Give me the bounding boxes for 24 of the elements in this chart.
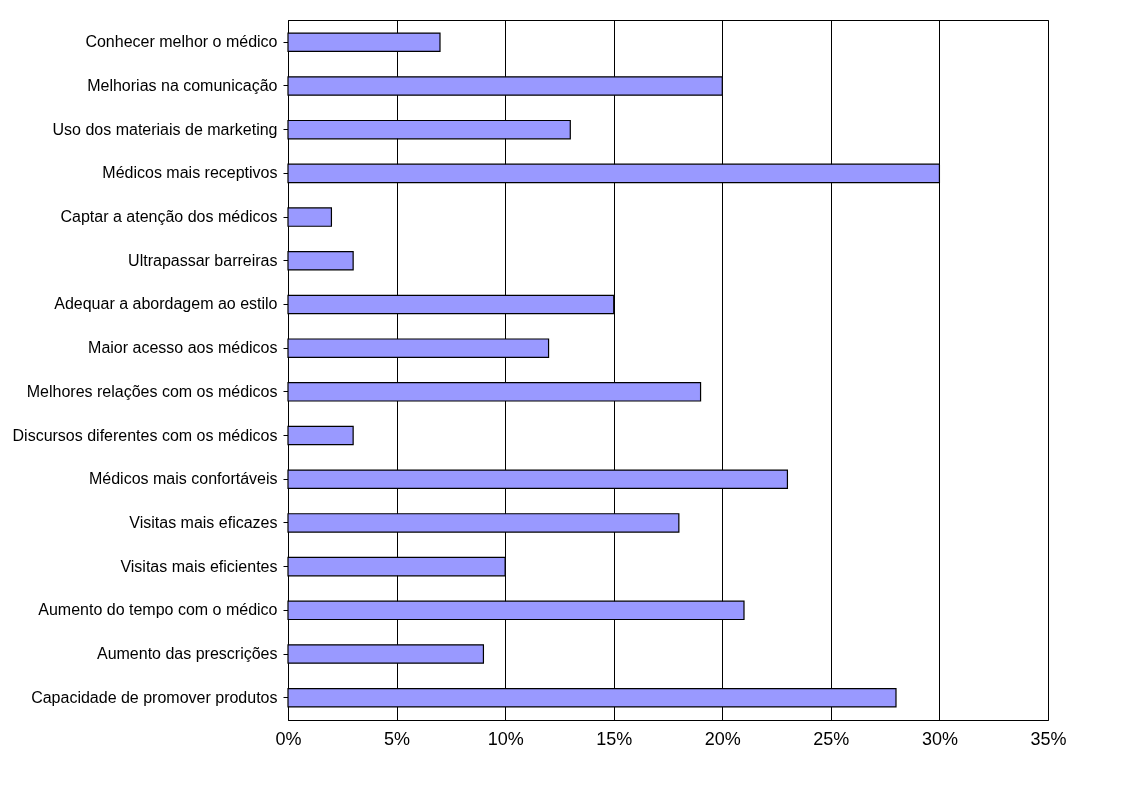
y-tick-label: Maior acesso aos médicos — [88, 339, 278, 357]
y-tick-label: Melhorias na comunicação — [87, 76, 278, 94]
x-tick-label: 20% — [704, 728, 741, 749]
y-tick-label: Ultrapassar barreiras — [128, 251, 278, 269]
y-tick-label: Visitas mais eficazes — [129, 513, 278, 531]
y-tick-label: Médicos mais confortáveis — [88, 470, 278, 488]
y-tick-label: Captar a atenção dos médicos — [60, 208, 278, 226]
x-tick-label: 30% — [921, 728, 958, 749]
x-tick-label: 35% — [1030, 728, 1067, 749]
x-tick-label: 25% — [813, 728, 850, 749]
x-tick-label: 10% — [487, 728, 524, 749]
x-tick-label: 0% — [275, 728, 302, 749]
y-tick-label: Conhecer melhor o médico — [85, 33, 278, 51]
y-tick-label: Visitas mais eficientes — [120, 557, 278, 575]
y-tick-label: Adequar a abordagem ao estilo — [54, 295, 278, 313]
y-tick-label: Aumento das prescrições — [96, 645, 278, 663]
y-tick-label: Melhores relações com os médicos — [26, 382, 278, 400]
y-tick-label: Capacidade de promover produtos — [31, 688, 278, 706]
y-tick-label: Aumento do tempo com o médico — [38, 601, 278, 619]
y-tick-label: Discursos diferentes com os médicos — [12, 426, 278, 444]
y-tick-label: Uso dos materiais de marketing — [52, 120, 278, 138]
x-tick-label: 5% — [384, 728, 411, 749]
x-tick-label: 15% — [596, 728, 633, 749]
y-tick-label: Médicos mais receptivos — [102, 164, 278, 182]
